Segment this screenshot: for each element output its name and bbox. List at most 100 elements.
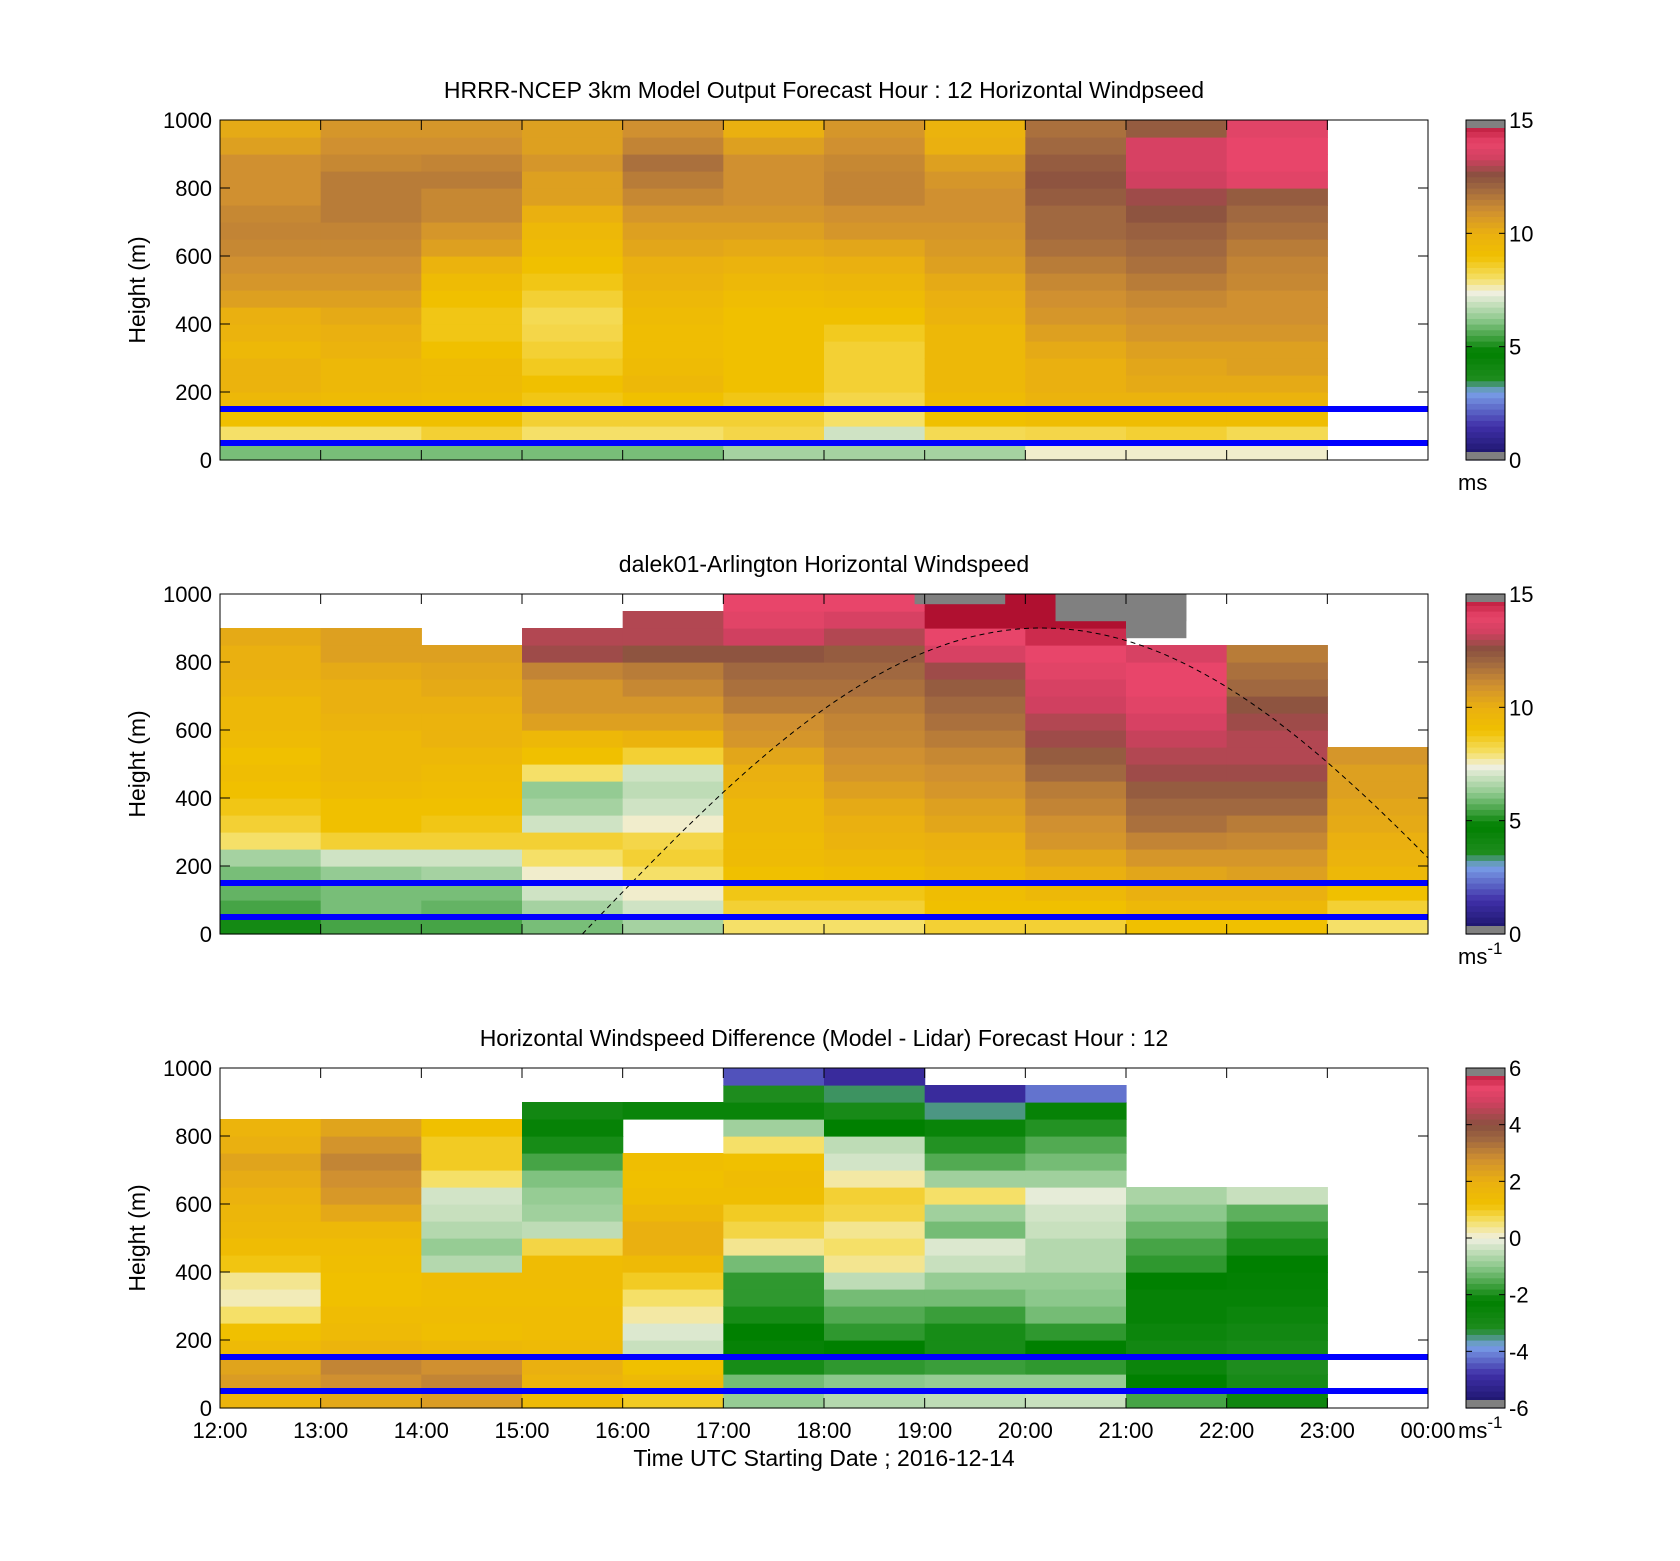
heatmap-cell (622, 798, 724, 816)
heatmap-cell (622, 256, 724, 274)
heatmap-cell (824, 1357, 926, 1375)
heatmap-cell (924, 1374, 1026, 1392)
heatmap-cell (1025, 900, 1127, 918)
heatmap-cell (824, 1187, 926, 1205)
heatmap-cell (824, 1289, 926, 1307)
heatmap-cell (1226, 781, 1328, 799)
heatmap-cell (1025, 341, 1127, 359)
colorbar-segment (1466, 222, 1505, 229)
heatmap-cell (924, 154, 1026, 172)
heatmap-cell (924, 1085, 1026, 1103)
heatmap-cell (1327, 917, 1429, 935)
colorbar-segment (1466, 1119, 1505, 1126)
heatmap-cell (320, 1136, 422, 1154)
heatmap-cell (220, 256, 322, 274)
colorbar-segment (1466, 1238, 1505, 1245)
heatmap-cell (622, 849, 724, 867)
heatmap-cell (1025, 239, 1127, 257)
heatmap-cell (1025, 713, 1127, 731)
heatmap-cell (1126, 662, 1228, 680)
heatmap-cell (723, 1170, 825, 1188)
colorbar-segment (1466, 684, 1505, 691)
heatmap-cell (1226, 307, 1328, 325)
heatmap-cell (723, 1153, 825, 1171)
heatmap-cell (824, 662, 926, 680)
heatmap-cell (421, 883, 523, 901)
colorbar-segment (1466, 1107, 1505, 1114)
heatmap-cell (522, 662, 624, 680)
colorbar-cap-bottom (1466, 926, 1505, 934)
heatmap-cell (1226, 1204, 1328, 1222)
heatmap-cell (824, 290, 926, 308)
heatmap-cell (220, 832, 322, 850)
colorbar-segment (1466, 165, 1505, 172)
colorbar-segment (1466, 741, 1505, 748)
colorbar-segment (1466, 611, 1505, 618)
colorbar-segment (1466, 656, 1505, 663)
heatmap-cell (522, 290, 624, 308)
heatmap-cell (220, 781, 322, 799)
heatmap-cell (723, 154, 825, 172)
heatmap-cell (421, 662, 523, 680)
colorbar-segment (1466, 1306, 1505, 1313)
heatmap-cell (522, 205, 624, 223)
colorbar-segment (1466, 290, 1505, 297)
heatmap-cell (220, 1221, 322, 1239)
heatmap-cell (622, 1221, 724, 1239)
heatmap-cell (320, 798, 422, 816)
heatmap-cell (622, 409, 724, 427)
heatmap-cell (320, 137, 422, 155)
colorbar-segment (1466, 701, 1505, 708)
heatmap (220, 1068, 1328, 1409)
colorbar-segment (1466, 329, 1505, 336)
heatmap-cell (220, 645, 322, 663)
panel-title: dalek01-Arlington Horizontal Windspeed (619, 551, 1029, 577)
heatmap-cell (220, 764, 322, 782)
heatmap-cell (723, 764, 825, 782)
y-tick-label: 200 (175, 854, 212, 879)
colorbar-segment (1466, 866, 1505, 873)
heatmap-cell (1025, 1204, 1127, 1222)
heatmap-cell (824, 239, 926, 257)
heatmap-cell (421, 900, 523, 918)
heatmap-cell (320, 1204, 422, 1222)
colorbar-segment (1466, 131, 1505, 138)
heatmap-cell (220, 900, 322, 918)
x-tick-label: 12:00 (192, 1418, 247, 1443)
colorbar-segment (1466, 1136, 1505, 1143)
heatmap-cell (723, 443, 825, 461)
y-tick-label: 1000 (163, 108, 212, 133)
heatmap-cell (1226, 137, 1328, 155)
heatmap-cell (723, 324, 825, 342)
heatmap-cell (320, 1357, 422, 1375)
heatmap-cell (421, 1153, 523, 1171)
heatmap-cell (723, 1391, 825, 1409)
colorbar-segment (1466, 1334, 1505, 1341)
heatmap-cell (622, 171, 724, 189)
colorbar-segment (1466, 142, 1505, 149)
heatmap-cell (421, 747, 523, 765)
heatmap-cell (723, 1085, 825, 1103)
heatmap-cell (1025, 307, 1127, 325)
heatmap-cell (320, 815, 422, 833)
colorbar: 0 5 10 15 ms-1 (1458, 582, 1533, 969)
y-tick-label: 1000 (163, 582, 212, 607)
heatmap-cell (522, 1255, 624, 1273)
heatmap-cell (723, 1272, 825, 1290)
colorbar-segment (1466, 1085, 1505, 1092)
heatmap-cell (622, 1391, 724, 1409)
heatmap-cell (924, 1391, 1026, 1409)
heatmap-cell (824, 1221, 926, 1239)
heatmap-cell (1126, 443, 1228, 461)
heatmap-cell (924, 205, 1026, 223)
heatmap-cell (1126, 409, 1228, 427)
colorbar-segment (1466, 1283, 1505, 1290)
heatmap-cell (1025, 832, 1127, 850)
heatmap-cell (320, 900, 422, 918)
colorbar-segment (1466, 426, 1505, 433)
heatmap-cell (220, 307, 322, 325)
colorbar-segment (1466, 244, 1505, 251)
heatmap-cell (1025, 154, 1127, 172)
heatmap-cell (824, 1136, 926, 1154)
